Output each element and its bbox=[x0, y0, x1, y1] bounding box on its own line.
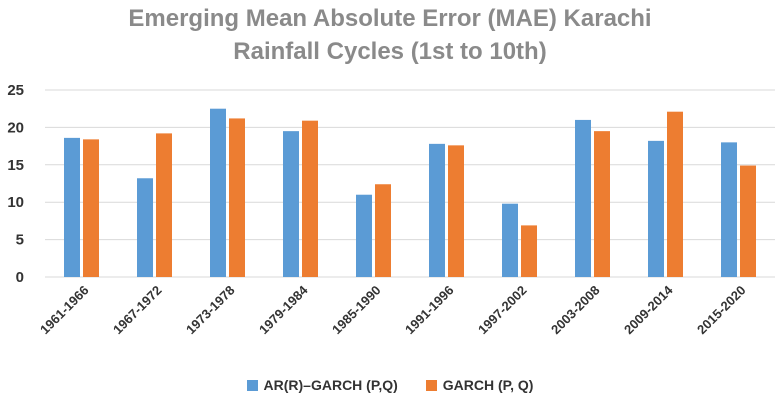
bar-series-1-2009-2014 bbox=[648, 140, 664, 277]
bar-series-2-2009-2014 bbox=[667, 111, 683, 277]
bar-series-2-2015-2020 bbox=[740, 165, 756, 277]
x-tick-label: 2009-2014 bbox=[621, 282, 676, 337]
x-tick-label: 1991-1996 bbox=[402, 283, 457, 338]
bar-series-2-1961-1966 bbox=[83, 139, 99, 277]
y-tick-label: 20 bbox=[7, 119, 24, 136]
x-tick-label: 1973-1978 bbox=[183, 283, 238, 338]
bar-series-2-1979-1984 bbox=[302, 120, 318, 277]
chart-title-line-1: Emerging Mean Absolute Error (MAE) Karac… bbox=[128, 5, 652, 32]
bar-series-1-1985-1990 bbox=[356, 194, 372, 277]
bar-series-1-2003-2008 bbox=[575, 119, 591, 277]
x-tick-label: 2015-2020 bbox=[694, 283, 749, 338]
y-tick-label: 10 bbox=[7, 194, 24, 211]
chart-title-line-2: Rainfall Cycles (1st to 10th) bbox=[233, 38, 547, 65]
y-tick-label: 5 bbox=[16, 232, 24, 249]
bar-series-2-1985-1990 bbox=[375, 184, 391, 277]
bar-series-2-1973-1978 bbox=[229, 118, 245, 277]
legend: AR(R)–GARCH (P,Q) GARCH (P, Q) bbox=[0, 376, 780, 393]
bar-series-1-1967-1972 bbox=[137, 178, 153, 277]
x-tick-label: 1961-1966 bbox=[37, 283, 92, 338]
legend-label-series-1: AR(R)–GARCH (P,Q) bbox=[263, 377, 398, 394]
legend-swatch-series-2 bbox=[425, 380, 437, 392]
legend-item-series-2: GARCH (P, Q) bbox=[425, 377, 534, 394]
y-tick-label: 25 bbox=[7, 82, 24, 99]
chart-title: Emerging Mean Absolute Error (MAE) Karac… bbox=[0, 2, 780, 68]
bar-series-1-1979-1984 bbox=[283, 131, 299, 277]
bar-chart: 0 5 10 15 20 25 1961-1966 1967-1972 1973-1978 197… bbox=[7, 82, 775, 338]
bar-series-2-2003-2008 bbox=[594, 131, 610, 277]
x-tick-label: 1985-1990 bbox=[329, 283, 384, 338]
x-tick-label: 1967-1972 bbox=[110, 283, 165, 338]
y-tick-label: 15 bbox=[7, 157, 24, 174]
bar-series-1-1997-2002 bbox=[502, 203, 518, 277]
y-tick-label: 0 bbox=[16, 269, 24, 286]
x-tick-label: 1997-2002 bbox=[475, 283, 530, 338]
bar-series-2-1967-1972 bbox=[156, 133, 172, 277]
bar-series-1-2015-2020 bbox=[721, 142, 737, 277]
x-tick-label: 1979-1984 bbox=[256, 282, 311, 337]
bar-series-1-1973-1978 bbox=[210, 108, 226, 277]
legend-label-series-2: GARCH (P, Q) bbox=[442, 377, 534, 394]
bar-series-2-1997-2002 bbox=[521, 225, 537, 277]
bar-series-2-1991-1996 bbox=[448, 145, 464, 277]
x-tick-label: 2003-2008 bbox=[548, 283, 603, 338]
legend-item-series-1: AR(R)–GARCH (P,Q) bbox=[246, 377, 398, 394]
bar-series-1-1961-1966 bbox=[64, 137, 80, 277]
legend-swatch-series-1 bbox=[246, 380, 258, 392]
bar-series-1-1991-1996 bbox=[429, 143, 445, 277]
